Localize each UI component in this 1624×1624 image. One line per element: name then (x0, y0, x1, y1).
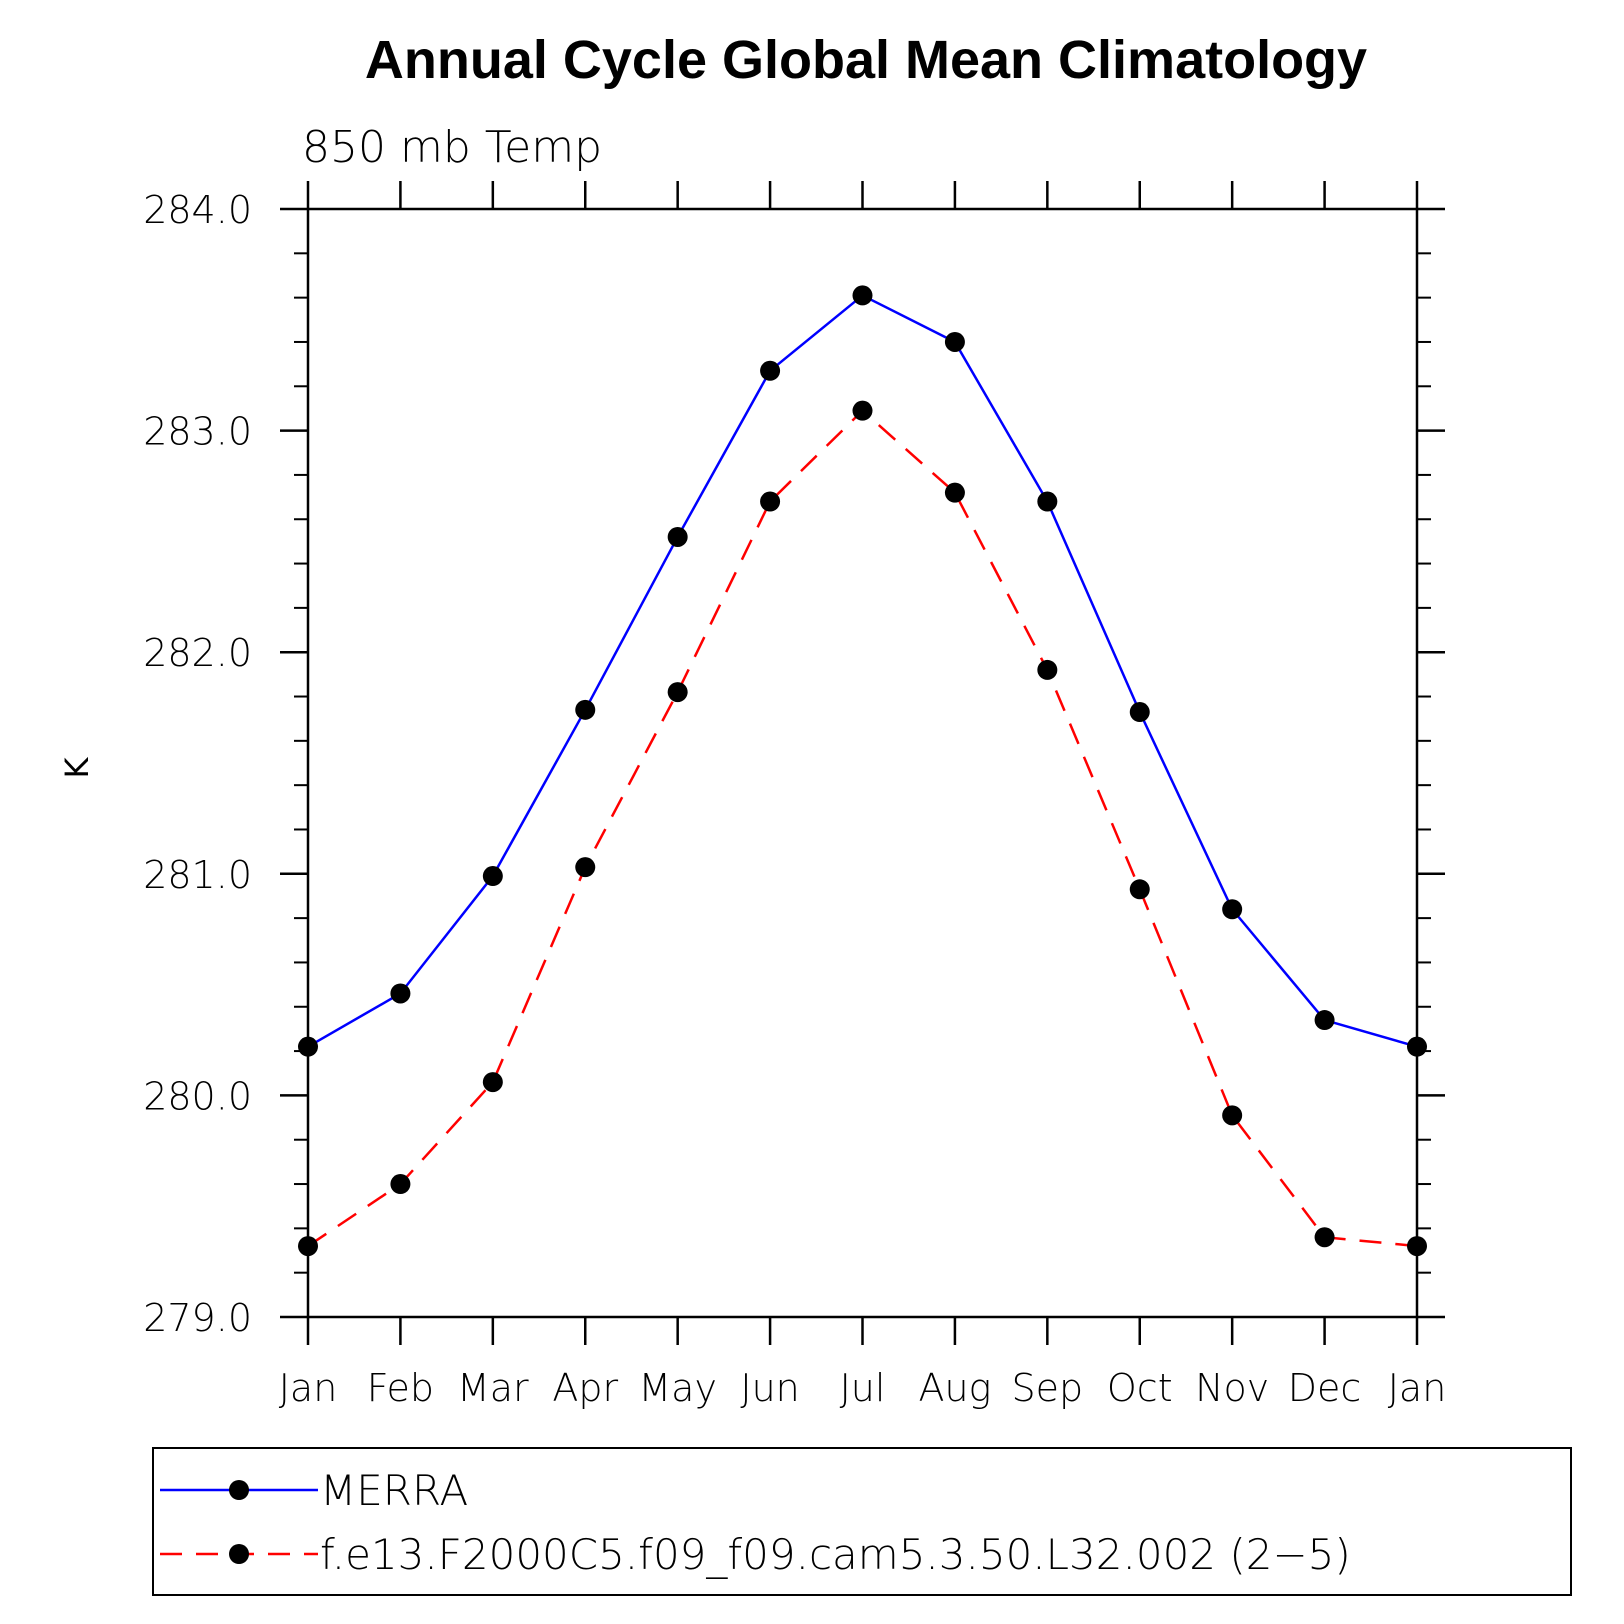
y-tick-label: 284.0 (143, 188, 252, 232)
data-point-series-1 (1222, 899, 1243, 920)
legend: MERRA f.e13.F2000C5.f09_f09.cam5.3.50.L32… (152, 1447, 1572, 1596)
axis-ticks (280, 181, 1445, 1345)
data-point-series-1 (944, 331, 965, 352)
data-point-series-2 (667, 682, 688, 703)
data-point-series-2 (1129, 879, 1150, 900)
data-point-series-1 (1314, 1010, 1335, 1031)
data-point-series-1 (760, 360, 781, 381)
data-point-series-2 (760, 491, 781, 512)
data-point-series-2 (482, 1072, 503, 1093)
x-tick-label: May (638, 1366, 717, 1410)
data-point-series-2 (1037, 659, 1058, 680)
y-tick-labels: 279.0 280.0 281.0 282.0 283.0 284.0 (143, 188, 252, 1340)
legend-entries: MERRA f.e13.F2000C5.f09_f09.cam5.3.50.L32… (160, 1466, 1351, 1579)
x-tick-label: Oct (1107, 1366, 1173, 1410)
x-tick-label: Dec (1288, 1366, 1362, 1410)
x-tick-labels: Jan Feb Mar Apr May Jun Jul Aug Sep Oct Nov Dec Jan (279, 1366, 1447, 1410)
x-tick-label: Sep (1012, 1366, 1084, 1410)
x-tick-label: Nov (1195, 1366, 1269, 1410)
data-point-series-2 (1407, 1236, 1427, 1257)
y-tick-label: 279.0 (143, 1296, 252, 1340)
data-point-series-1 (298, 1036, 318, 1057)
x-tick-label: Jan (1388, 1366, 1447, 1410)
data-point-series-1 (390, 983, 411, 1004)
y-tick-label: 282.0 (143, 631, 252, 675)
x-tick-label: Apr (552, 1366, 618, 1410)
legend-marker-2 (229, 1544, 249, 1564)
data-point-series-2 (390, 1174, 411, 1195)
x-tick-label: Jul (840, 1366, 886, 1410)
data-point-series-2 (852, 400, 873, 421)
x-tick-label: Aug (918, 1366, 991, 1410)
data-point-series-1 (575, 699, 596, 720)
legend-label-1: MERRA (320, 1466, 468, 1515)
legend-marker-1 (229, 1480, 249, 1500)
data-point-series-1 (1037, 491, 1058, 512)
x-tick-label: Jun (740, 1366, 799, 1410)
y-tick-label: 283.0 (143, 410, 252, 454)
data-point-series-1 (852, 285, 873, 306)
chart-subtitle: 850 mb Temp (302, 122, 602, 173)
legend-box (152, 1447, 1572, 1596)
legend-label-2: f.e13.F2000C5.f09_f09.cam5.3.50.L32.002 … (320, 1530, 1351, 1579)
data-point-series-2 (575, 857, 596, 878)
data-point-series-2 (944, 482, 965, 503)
data-point-series-2 (298, 1236, 318, 1257)
y-axis-label: K (58, 756, 96, 778)
series-line-2 (307, 408, 1418, 1248)
y-tick-label: 281.0 (143, 853, 252, 897)
chart-title: Annual Cycle Global Mean Climatology (365, 30, 1367, 90)
x-tick-label: Jan (279, 1366, 338, 1410)
x-tick-label: Mar (457, 1366, 529, 1410)
plot-frame (306, 207, 1419, 1319)
data-point-series-1 (482, 866, 503, 887)
data-point-series-1 (667, 526, 688, 547)
data-point-series-2 (1314, 1227, 1335, 1248)
data-point-series-1 (1129, 702, 1150, 723)
x-tick-label: Feb (367, 1366, 434, 1410)
y-tick-label: 280.0 (143, 1074, 252, 1118)
data-point-series-1 (1407, 1036, 1427, 1057)
data-point-series-2 (1222, 1105, 1243, 1126)
series-group (298, 285, 1427, 1257)
